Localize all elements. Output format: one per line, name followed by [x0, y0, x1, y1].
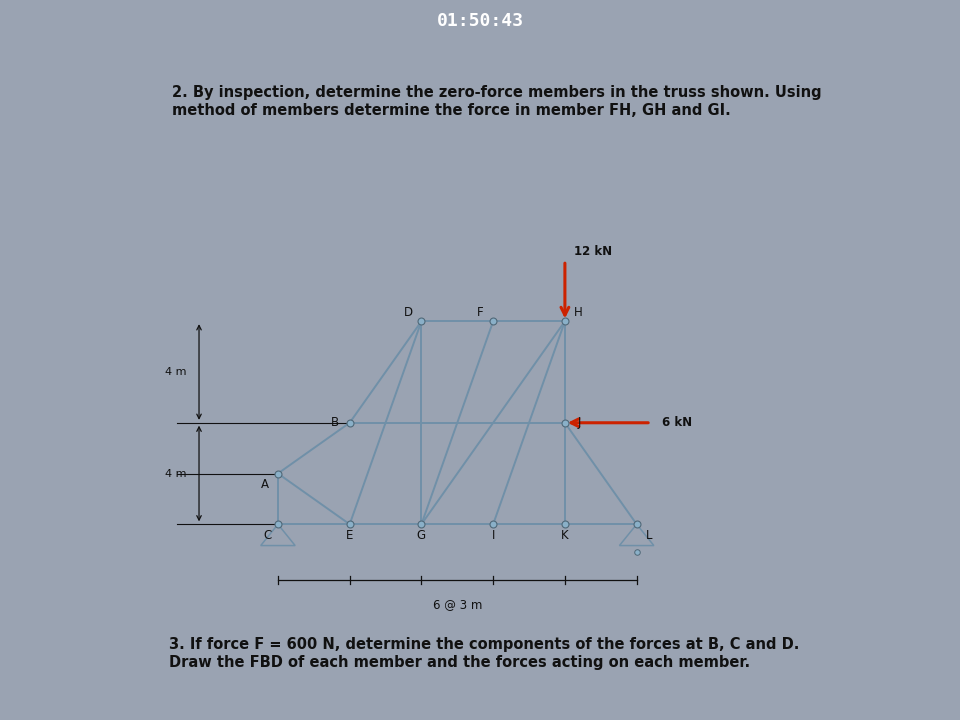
Text: D: D: [404, 305, 413, 319]
Text: I: I: [492, 529, 494, 542]
Text: 6 kN: 6 kN: [661, 416, 692, 429]
Text: G: G: [417, 529, 426, 542]
Text: F: F: [477, 305, 484, 319]
Text: B: B: [331, 416, 340, 429]
Text: E: E: [346, 529, 353, 542]
Text: J: J: [578, 416, 581, 429]
Text: 01:50:43: 01:50:43: [437, 12, 523, 30]
Text: 6 @ 3 m: 6 @ 3 m: [433, 598, 482, 611]
Text: 4 m: 4 m: [164, 469, 186, 479]
Text: K: K: [561, 529, 568, 542]
Text: A: A: [261, 478, 269, 491]
Text: H: H: [573, 305, 582, 319]
Text: C: C: [263, 529, 272, 542]
Text: 4 m: 4 m: [164, 367, 186, 377]
Text: 2. By inspection, determine the zero-force members in the truss shown. Using
met: 2. By inspection, determine the zero-for…: [172, 86, 822, 117]
Text: 3. If force F = 600 N, determine the components of the forces at B, C and D.
Dra: 3. If force F = 600 N, determine the com…: [169, 637, 799, 670]
Text: L: L: [646, 529, 653, 542]
Text: 12 kN: 12 kN: [573, 245, 612, 258]
